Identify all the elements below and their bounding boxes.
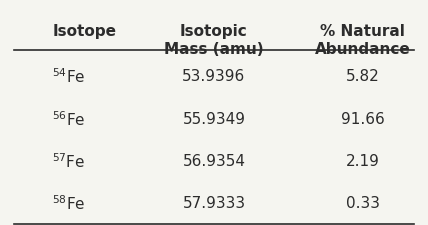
Text: $^{56}$Fe: $^{56}$Fe [52,110,86,128]
Text: 0.33: 0.33 [346,196,380,211]
Text: Isotopic
Mass (amu): Isotopic Mass (amu) [164,24,264,57]
Text: $^{57}$Fe: $^{57}$Fe [52,152,85,171]
Text: 56.9354: 56.9354 [182,154,246,169]
Text: $^{54}$Fe: $^{54}$Fe [52,68,86,86]
Text: $^{58}$Fe: $^{58}$Fe [52,194,86,213]
Text: 91.66: 91.66 [341,112,385,127]
Text: 2.19: 2.19 [346,154,380,169]
Text: 55.9349: 55.9349 [182,112,246,127]
Text: 53.9396: 53.9396 [182,70,246,84]
Text: % Natural
Abundance: % Natural Abundance [315,24,411,57]
Text: 57.9333: 57.9333 [182,196,246,211]
Text: Isotope: Isotope [52,24,116,39]
Text: 5.82: 5.82 [346,70,380,84]
